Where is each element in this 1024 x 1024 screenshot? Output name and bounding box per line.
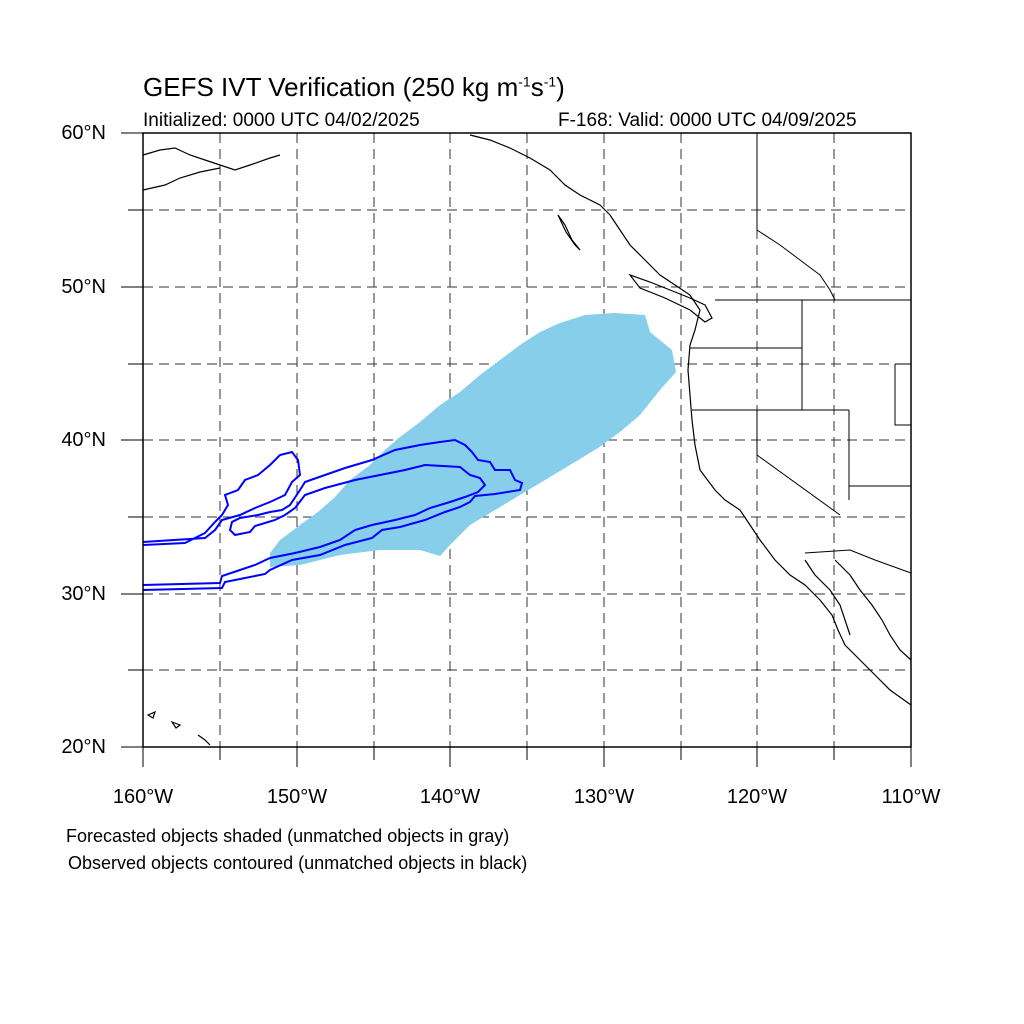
lat-label-30: 30°N <box>61 583 106 605</box>
alaska-coast <box>142 147 281 191</box>
footer-observed-note: Observed objects contoured (unmatched ob… <box>68 853 528 873</box>
initialized-label: Initialized: 0000 UTC 04/02/2025 <box>143 110 420 131</box>
forecast-object <box>270 313 676 567</box>
observed-contours <box>142 438 524 591</box>
baja-california <box>804 559 912 661</box>
title-main: GEFS IVT Verification (250 kg m <box>143 72 519 102</box>
footer-forecast-note: Forecasted objects shaded (unmatched obj… <box>66 826 510 846</box>
observed-contour-main <box>142 438 524 591</box>
lat-label-60: 60°N <box>61 122 106 144</box>
tick-marks <box>121 132 912 767</box>
valid-time-label: F-168: Valid: 0000 UTC 04/09/2025 <box>558 110 857 131</box>
mexico-border <box>804 549 912 574</box>
observed-contour-west <box>142 450 302 546</box>
hawaii-islands <box>146 710 211 746</box>
lon-label-150w: 150°W <box>266 786 328 808</box>
title-mid: s <box>530 72 544 102</box>
lat-label-40: 40°N <box>61 429 106 451</box>
lon-label-160w: 160°W <box>112 786 174 808</box>
lat-label-50: 50°N <box>61 276 106 298</box>
lon-label-140w: 140°W <box>419 786 481 808</box>
title-sup2: -1 <box>543 73 557 90</box>
bc-alberta-border <box>756 133 836 301</box>
us-west-coast <box>687 344 912 706</box>
ca-nv-border <box>756 410 841 516</box>
vancouver-island <box>628 273 713 323</box>
lon-label-110w: 110°W <box>881 786 941 808</box>
map-title: GEFS IVT Verification (250 kg m-1s-1) <box>143 72 565 103</box>
haida-gwaii <box>557 214 581 251</box>
title-end: ) <box>556 72 565 102</box>
bc-alaska-panhandle <box>469 134 701 346</box>
title-sup1: -1 <box>518 73 531 90</box>
lon-label-130w: 130°W <box>573 786 635 808</box>
coastlines <box>142 134 912 746</box>
political-boundaries <box>690 133 912 574</box>
montana-border <box>894 363 911 426</box>
lon-label-120w: 120°W <box>726 786 788 808</box>
lat-label-20: 20°N <box>61 736 106 758</box>
